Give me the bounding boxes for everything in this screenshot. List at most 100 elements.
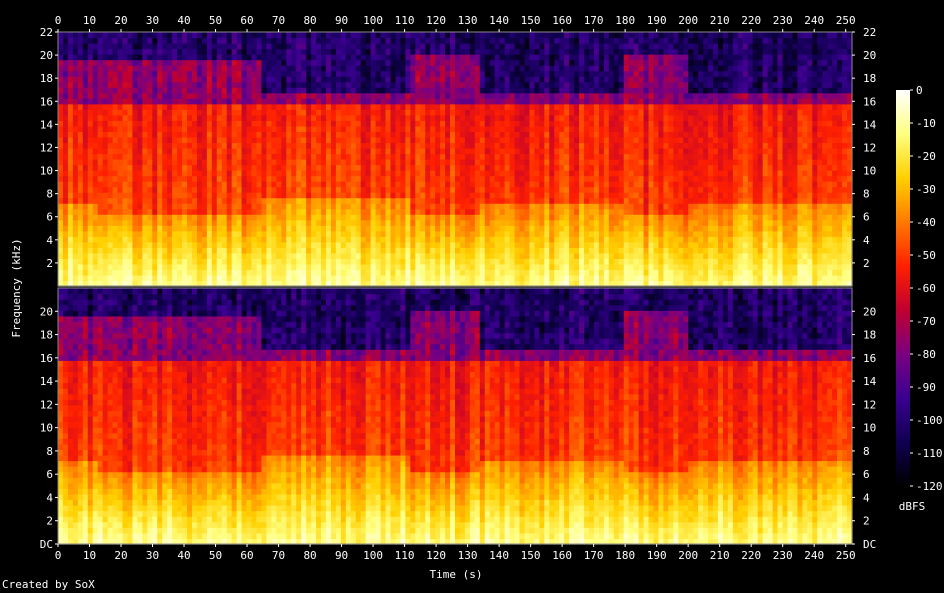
spectrogram-cell xyxy=(281,32,287,39)
spectrogram-cell xyxy=(459,114,466,121)
spectrogram-cell xyxy=(251,120,258,127)
spectrogram-cell xyxy=(241,258,248,265)
spectrogram-cell xyxy=(579,225,585,232)
spectrogram-cell xyxy=(196,48,203,55)
spectrogram-cell xyxy=(177,241,183,248)
spectrogram-cell xyxy=(564,208,570,215)
spectrogram-cell xyxy=(107,214,114,221)
spectrogram-cell xyxy=(574,103,580,110)
spectrogram-cell xyxy=(87,175,94,182)
spectrogram-cell xyxy=(524,59,531,66)
spectrogram-cell xyxy=(152,170,158,177)
spectrogram-cell xyxy=(519,236,526,243)
spectrogram-cell xyxy=(469,230,476,237)
spectrogram-cell xyxy=(519,203,526,210)
spectrogram-cell xyxy=(206,214,213,221)
spectrogram-cell xyxy=(430,48,436,55)
spectrogram-cell xyxy=(350,208,357,215)
spectrogram-cell xyxy=(87,263,94,271)
spectrogram-cell xyxy=(117,103,124,110)
spectrogram-cell xyxy=(107,258,114,265)
spectrogram-cell xyxy=(574,263,580,271)
spectrogram-cell xyxy=(286,153,292,160)
spectrogram-cell xyxy=(291,76,297,83)
spectrogram-cell xyxy=(400,164,406,171)
spectrogram-cell xyxy=(549,170,555,177)
spectrogram-cell xyxy=(127,192,134,199)
spectrogram-cell xyxy=(97,81,104,88)
spectrogram-cell xyxy=(271,225,277,232)
spectrogram-cell xyxy=(137,181,143,188)
spectrogram-cell xyxy=(395,219,402,226)
spectrogram-cell xyxy=(271,70,277,77)
spectrogram-cell xyxy=(360,274,367,282)
spectrogram-cell xyxy=(67,236,74,243)
spectrogram-cell xyxy=(58,263,64,271)
spectrogram-cell xyxy=(281,142,287,149)
spectrogram-cell xyxy=(117,98,124,105)
spectrogram-cell xyxy=(58,92,64,99)
spectrogram-cell xyxy=(455,208,461,215)
spectrogram-cell xyxy=(201,125,208,132)
spectrogram-cell xyxy=(524,197,531,204)
spectrogram-cell xyxy=(445,203,451,210)
spectrogram-cell xyxy=(325,159,332,166)
spectrogram-cell xyxy=(420,280,426,287)
spectrogram-cell xyxy=(107,181,114,188)
spectrogram-cell xyxy=(375,59,382,66)
spectrogram-cell xyxy=(340,92,347,99)
spectrogram-cell xyxy=(415,125,421,132)
spectrogram-cell xyxy=(196,241,203,248)
spectrogram-cell xyxy=(157,76,163,83)
spectrogram-cell xyxy=(77,70,84,77)
spectrogram-cell xyxy=(559,59,565,66)
spectrogram-cell xyxy=(246,214,253,221)
spectrogram-cell xyxy=(162,142,168,149)
spectrogram-cell xyxy=(574,225,580,232)
spectrogram-cell xyxy=(455,32,461,39)
spectrogram-cell xyxy=(574,70,580,77)
spectrogram-cell xyxy=(519,153,526,160)
spectrogram-cell xyxy=(316,263,322,271)
spectrogram-cell xyxy=(301,269,307,276)
spectrogram-cell xyxy=(440,87,446,94)
spectrogram-cell xyxy=(325,142,332,149)
spectrogram-cell xyxy=(251,170,258,177)
spectrogram-cell xyxy=(321,147,327,155)
spectrogram-cell xyxy=(579,153,585,160)
spectrogram-cell xyxy=(266,175,272,182)
spectrogram-cell xyxy=(554,181,560,188)
spectrogram-cell xyxy=(499,258,506,265)
spectrogram-cell xyxy=(564,114,570,121)
spectrogram-cell xyxy=(420,103,426,110)
spectrogram-cell xyxy=(474,274,481,282)
spectrogram-cell xyxy=(117,192,124,199)
spectrogram-cell xyxy=(246,280,253,287)
spectrogram-cell xyxy=(544,274,550,282)
spectrogram-cell xyxy=(162,81,168,88)
spectrogram-cell xyxy=(82,70,89,77)
spectrogram-cell xyxy=(355,43,362,50)
spectrogram-cell xyxy=(177,65,183,72)
spectrogram-cell xyxy=(564,120,570,127)
spectrogram-cell xyxy=(395,247,402,254)
spectrogram-cell xyxy=(524,54,531,61)
spectrogram-cell xyxy=(147,43,153,50)
spectrogram-cell xyxy=(559,114,565,121)
spectrogram-cell xyxy=(157,87,163,94)
spectrogram-cell xyxy=(435,131,441,138)
spectrogram-cell xyxy=(321,81,327,88)
spectrogram-cell xyxy=(325,32,332,39)
spectrogram-cell xyxy=(415,225,421,232)
spectrogram-cell xyxy=(286,164,292,171)
spectrogram-cell xyxy=(62,197,69,204)
spectrogram-cell xyxy=(350,192,357,199)
spectrogram-cell xyxy=(152,37,158,44)
spectrogram-cell xyxy=(390,147,397,155)
spectrogram-cell xyxy=(593,208,600,215)
spectrogram-cell xyxy=(445,92,451,99)
spectrogram-cell xyxy=(77,120,84,127)
spectrogram-cell xyxy=(261,203,268,210)
spectrogram-cell xyxy=(395,269,402,276)
spectrogram-cell xyxy=(306,280,312,287)
